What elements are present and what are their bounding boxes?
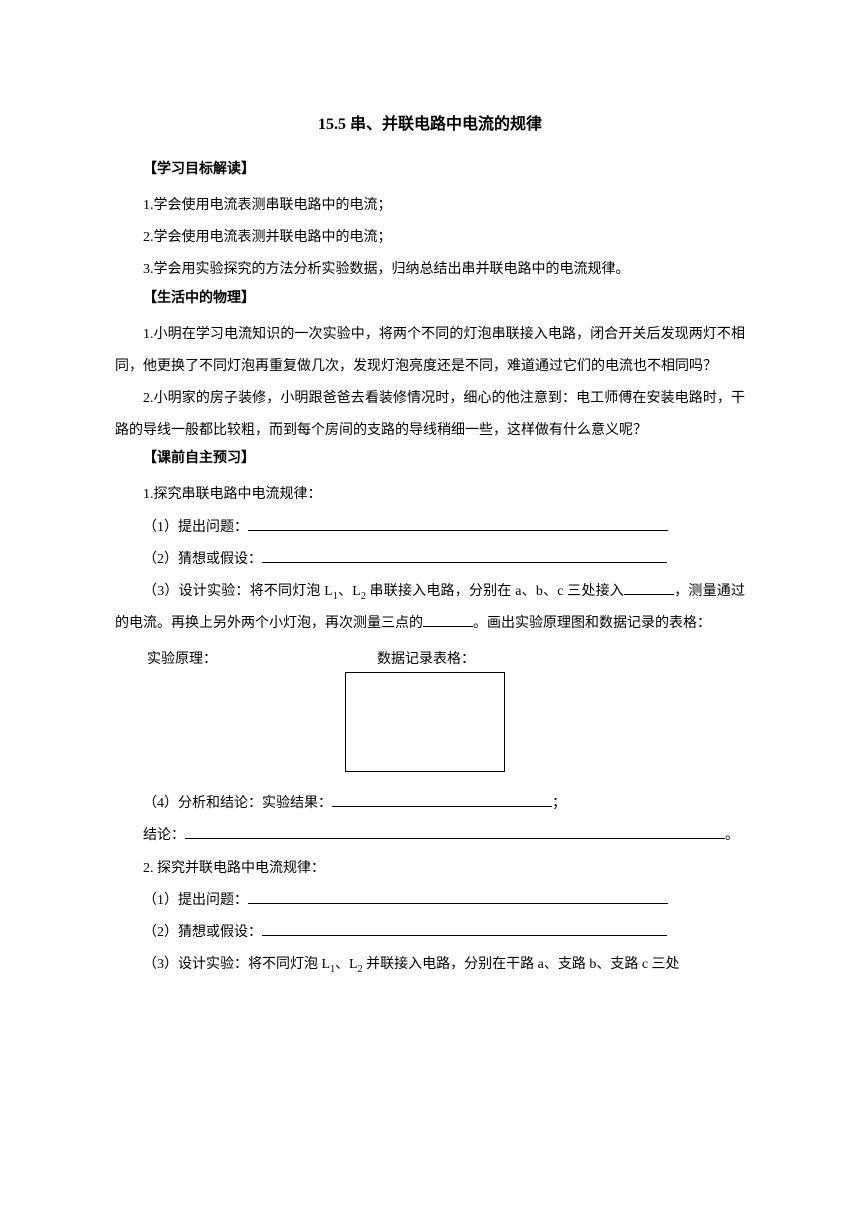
objective-item-1: 1.学会使用电流表测串联电路中的电流； bbox=[115, 190, 745, 222]
series1-q4: （4）分析和结论：实验结果： ； bbox=[115, 788, 745, 820]
life-physics-item-2: 2.小明家的房子装修，小明跟爸爸去看装修情况时，细心的他注意到：电工师傅在安装电… bbox=[115, 383, 745, 447]
series2-title: 2. 探究并联电路中电流规律： bbox=[115, 853, 745, 885]
series2-q3-text3: 并联接入电路，分别在干路 a、支路 b、支路 c 三处 bbox=[363, 957, 680, 972]
series1-q4-label: （4）分析和结论：实验结果： bbox=[143, 796, 332, 811]
series1-title: 1.探究串联电路中电流规律： bbox=[115, 479, 745, 511]
series1-q1-label: （1）提出问题： bbox=[143, 520, 248, 535]
blank-fill bbox=[185, 838, 725, 839]
series1-q3-text1: （3）设计实验：将不同灯泡 L bbox=[143, 584, 333, 599]
blank-fill bbox=[262, 935, 667, 936]
data-table-box bbox=[345, 672, 505, 772]
objective-item-2: 2.学会使用电流表测并联电路中的电流； bbox=[115, 222, 745, 254]
semicolon: ； bbox=[552, 796, 566, 811]
blank-fill bbox=[262, 562, 667, 563]
series1-q2-label: （2）猜想或假设： bbox=[143, 552, 262, 567]
series2-q1-label: （1）提出问题： bbox=[143, 893, 248, 908]
preview-header: 【课前自主预习】 bbox=[115, 447, 745, 467]
series1-q3-text5: 。画出实验原理图和数据记录的表格： bbox=[473, 616, 711, 631]
objectives-header: 【学习目标解读】 bbox=[115, 158, 745, 178]
blank-fill bbox=[423, 626, 473, 627]
series2-q3-text2: 、L bbox=[335, 957, 358, 972]
blank-fill bbox=[624, 594, 674, 595]
series1-q2: （2）猜想或假设： bbox=[115, 544, 745, 576]
principle-label: 实验原理： bbox=[115, 648, 345, 668]
series2-q3-text1: （3）设计实验：将不同灯泡 L bbox=[143, 957, 330, 972]
period: 。 bbox=[725, 828, 739, 843]
life-physics-item-1: 1.小明在学习电流知识的一次实验中，将两个不同的灯泡串联接入电路，闭合开关后发现… bbox=[115, 319, 745, 383]
series1-q1: （1）提出问题： bbox=[115, 512, 745, 544]
page-title: 15.5 串、并联电路中电流的规律 bbox=[115, 110, 745, 134]
series1-q3-text2: 、L bbox=[338, 584, 361, 599]
series2-q1: （1）提出问题： bbox=[115, 885, 745, 917]
series2-q2-label: （2）猜想或假设： bbox=[143, 925, 262, 940]
series1-conclusion: 结论： 。 bbox=[115, 820, 745, 852]
life-physics-header: 【生活中的物理】 bbox=[115, 287, 745, 307]
two-column-labels: 实验原理： 数据记录表格： bbox=[115, 648, 745, 668]
blank-fill bbox=[248, 530, 668, 531]
conclusion-label: 结论： bbox=[143, 828, 185, 843]
series1-q3-text3: 串联接入电路，分别在 a、b、c 三处接入 bbox=[366, 584, 624, 599]
series1-q3: （3）设计实验：将不同灯泡 L1、L2 串联接入电路，分别在 a、b、c 三处接… bbox=[115, 576, 745, 640]
series2-q3: （3）设计实验：将不同灯泡 L1、L2 并联接入电路，分别在干路 a、支路 b、… bbox=[115, 949, 745, 981]
series2-q2: （2）猜想或假设： bbox=[115, 917, 745, 949]
table-label: 数据记录表格： bbox=[345, 648, 475, 668]
blank-fill bbox=[332, 806, 552, 807]
blank-fill bbox=[248, 903, 668, 904]
objective-item-3: 3.学会用实验探究的方法分析实验数据，归纳总结出串并联电路中的电流规律。 bbox=[115, 254, 745, 286]
